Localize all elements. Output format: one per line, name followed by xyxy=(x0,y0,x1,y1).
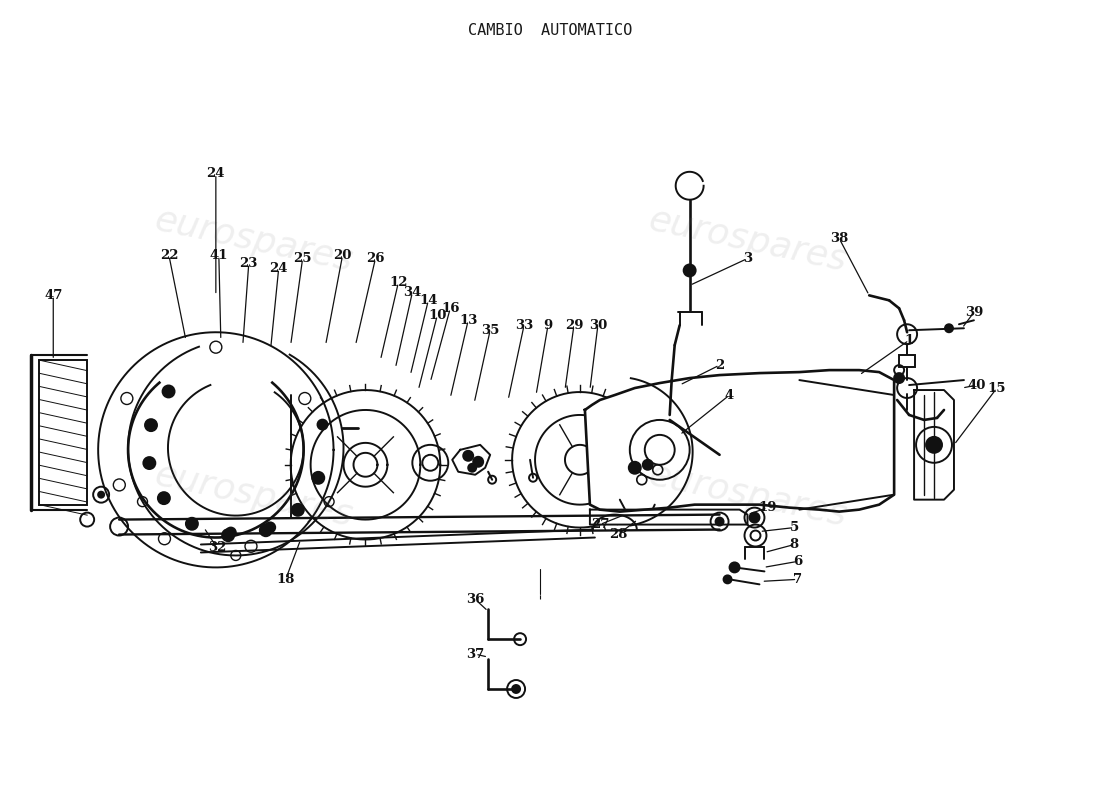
Circle shape xyxy=(749,513,759,522)
Text: 26: 26 xyxy=(366,252,385,265)
Text: 47: 47 xyxy=(44,289,63,302)
Circle shape xyxy=(98,492,104,498)
Text: 12: 12 xyxy=(389,276,408,289)
Text: eurospares: eurospares xyxy=(646,458,850,534)
Circle shape xyxy=(292,504,304,516)
Text: CAMBIO  AUTOMATICO: CAMBIO AUTOMATICO xyxy=(468,23,632,38)
Text: 9: 9 xyxy=(543,318,552,332)
Text: 14: 14 xyxy=(419,294,438,307)
Text: 34: 34 xyxy=(404,286,421,299)
Text: 16: 16 xyxy=(441,302,460,315)
Text: 7: 7 xyxy=(793,573,802,586)
Text: 28: 28 xyxy=(608,528,627,541)
Circle shape xyxy=(945,324,953,332)
Text: 35: 35 xyxy=(481,324,499,337)
Text: 4: 4 xyxy=(725,389,734,402)
Circle shape xyxy=(729,562,739,572)
Text: 1: 1 xyxy=(904,334,914,346)
Text: 30: 30 xyxy=(588,318,607,332)
Text: 5: 5 xyxy=(790,521,799,534)
Text: 36: 36 xyxy=(466,593,484,606)
Text: 3: 3 xyxy=(742,252,752,265)
Text: 18: 18 xyxy=(276,573,295,586)
Text: 38: 38 xyxy=(830,232,848,245)
Text: 19: 19 xyxy=(758,501,777,514)
Circle shape xyxy=(629,462,641,474)
Circle shape xyxy=(684,265,695,277)
Text: 27: 27 xyxy=(591,518,609,531)
Text: 33: 33 xyxy=(515,318,534,332)
Circle shape xyxy=(145,419,157,431)
Circle shape xyxy=(926,437,942,453)
Bar xyxy=(40,360,87,505)
Text: 24: 24 xyxy=(207,167,226,180)
Text: 39: 39 xyxy=(965,306,983,319)
Circle shape xyxy=(469,464,476,472)
Text: 32: 32 xyxy=(208,541,226,554)
Circle shape xyxy=(894,373,904,383)
Text: 20: 20 xyxy=(333,249,352,262)
Text: 6: 6 xyxy=(793,555,802,568)
Circle shape xyxy=(642,460,652,470)
Polygon shape xyxy=(585,370,894,512)
Circle shape xyxy=(158,492,169,504)
Circle shape xyxy=(222,530,234,541)
Text: 41: 41 xyxy=(210,249,228,262)
Bar xyxy=(899,355,915,367)
Text: 2: 2 xyxy=(715,358,724,372)
Circle shape xyxy=(716,518,724,526)
Text: 13: 13 xyxy=(459,314,477,326)
Polygon shape xyxy=(914,390,954,500)
Text: eurospares: eurospares xyxy=(152,458,356,534)
Circle shape xyxy=(163,386,175,398)
Circle shape xyxy=(265,522,275,532)
Circle shape xyxy=(513,685,520,693)
Text: eurospares: eurospares xyxy=(152,203,356,278)
Circle shape xyxy=(318,420,328,430)
Text: 15: 15 xyxy=(988,382,1007,394)
Text: 25: 25 xyxy=(294,252,312,265)
Circle shape xyxy=(724,575,732,583)
Polygon shape xyxy=(590,510,748,525)
Circle shape xyxy=(473,457,483,466)
Circle shape xyxy=(143,457,155,469)
Text: 29: 29 xyxy=(564,318,583,332)
Text: 37: 37 xyxy=(466,648,484,661)
Circle shape xyxy=(186,518,198,530)
Text: 22: 22 xyxy=(160,249,178,262)
Text: 10: 10 xyxy=(428,309,447,322)
Text: 24: 24 xyxy=(270,262,288,275)
Circle shape xyxy=(260,524,272,536)
Circle shape xyxy=(463,451,473,461)
Text: 8: 8 xyxy=(790,538,799,551)
Circle shape xyxy=(312,472,324,484)
Text: 40: 40 xyxy=(968,378,986,391)
Polygon shape xyxy=(452,445,491,474)
Text: 23: 23 xyxy=(240,257,258,270)
Circle shape xyxy=(226,527,235,538)
Text: eurospares: eurospares xyxy=(646,203,850,278)
